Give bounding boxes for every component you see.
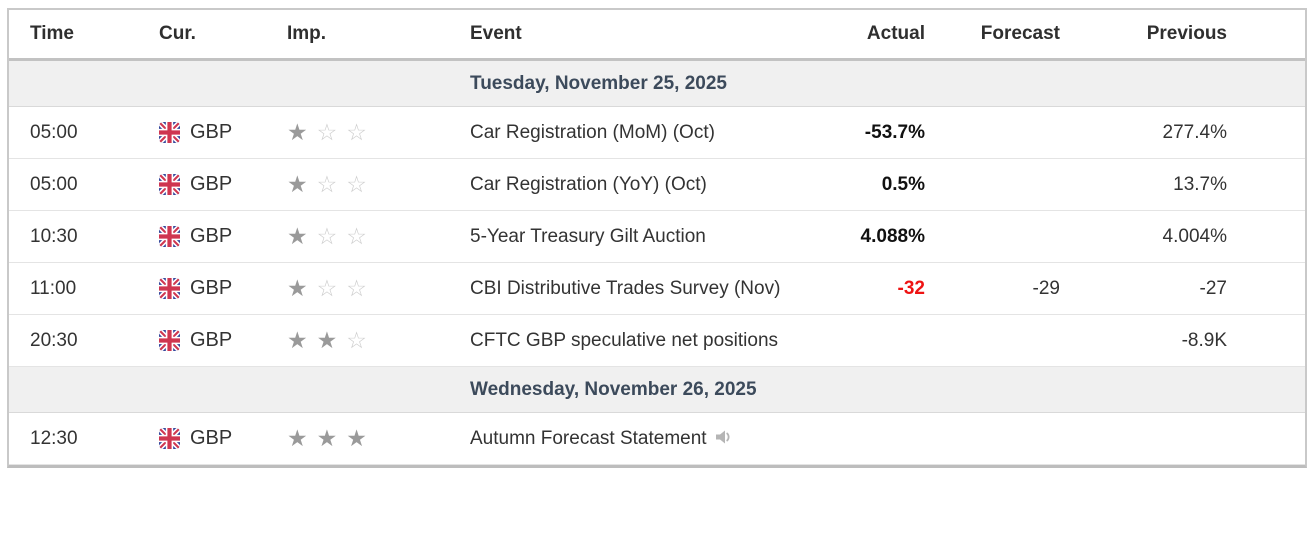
uk-flag-icon (159, 226, 180, 247)
currency-cell: GBP (159, 427, 287, 450)
event-name-link[interactable]: CBI Distributive Trades Survey (Nov) (470, 277, 781, 299)
uk-flag-icon (159, 428, 180, 449)
star-filled-icon: ★ (316, 327, 338, 353)
event-time: 05:00 (30, 173, 78, 195)
importance-stars: ★ ☆ ☆ (287, 225, 462, 248)
economic-calendar-table: Time Cur. Imp. Event Actual Forecast Pre… (7, 8, 1307, 468)
event-name-link[interactable]: CFTC GBP speculative net positions (470, 329, 779, 351)
previous-value: 4.004% (1162, 225, 1227, 247)
event-cell: Car Registration (MoM) (Oct) (462, 118, 802, 148)
actual-value: 0.5% (881, 173, 925, 195)
currency-code: GBP (190, 277, 233, 299)
column-header-actual: Actual (866, 23, 925, 44)
actual-value: -53.7% (864, 121, 925, 143)
event-row: 05:00 GBP ★ ☆ ☆ Car Registration (MoM) (Oct) -… (9, 107, 1305, 159)
star-filled-icon: ★ (287, 119, 308, 145)
star-filled-icon: ★ (287, 425, 308, 451)
event-time: 11:00 (30, 277, 77, 299)
date-separator-row: Tuesday, November 25, 2025 (9, 61, 1305, 107)
star-empty-icon: ☆ (346, 223, 367, 249)
uk-flag-icon (159, 330, 180, 351)
date-separator-row: Wednesday, November 26, 2025 (9, 367, 1305, 413)
column-header-previous: Previous (1146, 23, 1227, 44)
event-row: 11:00 GBP ★ ☆ ☆ CBI Distributive Trades Surve… (9, 263, 1305, 315)
event-row: 05:00 GBP ★ ☆ ☆ Car Registration (YoY) (Oct) 0… (9, 159, 1305, 211)
currency-code: GBP (190, 173, 233, 195)
event-row: 12:30 GBP ★ ★ ★ Autumn Forecast Statement (9, 413, 1305, 465)
star-filled-icon: ★ (287, 171, 308, 197)
actual-value: 4.088% (860, 225, 925, 247)
event-time: 20:30 (30, 329, 78, 351)
star-empty-icon: ☆ (346, 275, 367, 301)
previous-value: 13.7% (1173, 173, 1227, 195)
column-header-importance: Imp. (287, 23, 327, 44)
currency-cell: GBP (159, 225, 287, 248)
event-row: 20:30 GBP ★ ★ ☆ CFTC GBP speculative net posi… (9, 315, 1305, 367)
event-cell: Autumn Forecast Statement (462, 424, 802, 454)
speech-audio-icon[interactable] (713, 427, 733, 447)
star-filled-icon: ★ (346, 425, 367, 451)
importance-stars: ★ ☆ ☆ (287, 173, 462, 196)
column-header-forecast: Forecast (980, 23, 1060, 44)
star-filled-icon: ★ (287, 223, 308, 249)
star-empty-icon: ☆ (346, 327, 367, 353)
table-header-row: Time Cur. Imp. Event Actual Forecast Pre… (9, 10, 1305, 61)
star-empty-icon: ☆ (316, 223, 338, 249)
star-empty-icon: ☆ (316, 171, 338, 197)
event-cell: Car Registration (YoY) (Oct) (462, 170, 802, 200)
currency-code: GBP (190, 225, 233, 247)
uk-flag-icon (159, 278, 180, 299)
event-name-link[interactable]: Autumn Forecast Statement (470, 427, 707, 449)
importance-stars: ★ ★ ☆ (287, 329, 462, 352)
event-cell: 5-Year Treasury Gilt Auction (462, 222, 802, 252)
event-time: 05:00 (30, 121, 78, 143)
event-name-link[interactable]: Car Registration (YoY) (Oct) (470, 173, 707, 195)
importance-stars: ★ ★ ★ (287, 427, 462, 450)
currency-cell: GBP (159, 173, 287, 196)
event-cell: CFTC GBP speculative net positions (462, 326, 802, 356)
previous-value: -8.9K (1181, 329, 1227, 351)
star-empty-icon: ☆ (346, 171, 367, 197)
actual-value: -32 (897, 277, 925, 299)
currency-cell: GBP (159, 329, 287, 352)
column-header-time: Time (30, 23, 75, 44)
event-time: 10:30 (30, 225, 78, 247)
previous-value: 277.4% (1162, 121, 1227, 143)
star-empty-icon: ☆ (316, 275, 338, 301)
previous-value: -27 (1199, 277, 1227, 299)
star-filled-icon: ★ (316, 425, 338, 451)
uk-flag-icon (159, 174, 180, 195)
currency-code: GBP (190, 427, 233, 449)
currency-cell: GBP (159, 277, 287, 300)
importance-stars: ★ ☆ ☆ (287, 277, 462, 300)
currency-code: GBP (190, 329, 233, 351)
forecast-value: -29 (1032, 277, 1060, 299)
date-label: Tuesday, November 25, 2025 (470, 72, 727, 94)
event-row: 10:30 GBP ★ ☆ ☆ 5-Year Treasury Gilt Auction 4… (9, 211, 1305, 263)
currency-code: GBP (190, 121, 233, 143)
column-header-event: Event (470, 23, 522, 44)
uk-flag-icon (159, 122, 180, 143)
event-time: 12:30 (30, 427, 78, 449)
star-filled-icon: ★ (287, 275, 308, 301)
event-name-link[interactable]: 5-Year Treasury Gilt Auction (470, 225, 706, 247)
star-empty-icon: ☆ (316, 119, 338, 145)
table-body: Tuesday, November 25, 2025 05:00 GBP ★ ☆ ☆ Car… (9, 61, 1305, 465)
event-name-link[interactable]: Car Registration (MoM) (Oct) (470, 121, 715, 143)
date-label: Wednesday, November 26, 2025 (470, 378, 757, 400)
importance-stars: ★ ☆ ☆ (287, 121, 462, 144)
star-empty-icon: ☆ (346, 119, 367, 145)
event-cell: CBI Distributive Trades Survey (Nov) (462, 274, 802, 304)
star-filled-icon: ★ (287, 327, 308, 353)
currency-cell: GBP (159, 121, 287, 144)
column-header-currency: Cur. (159, 23, 196, 44)
